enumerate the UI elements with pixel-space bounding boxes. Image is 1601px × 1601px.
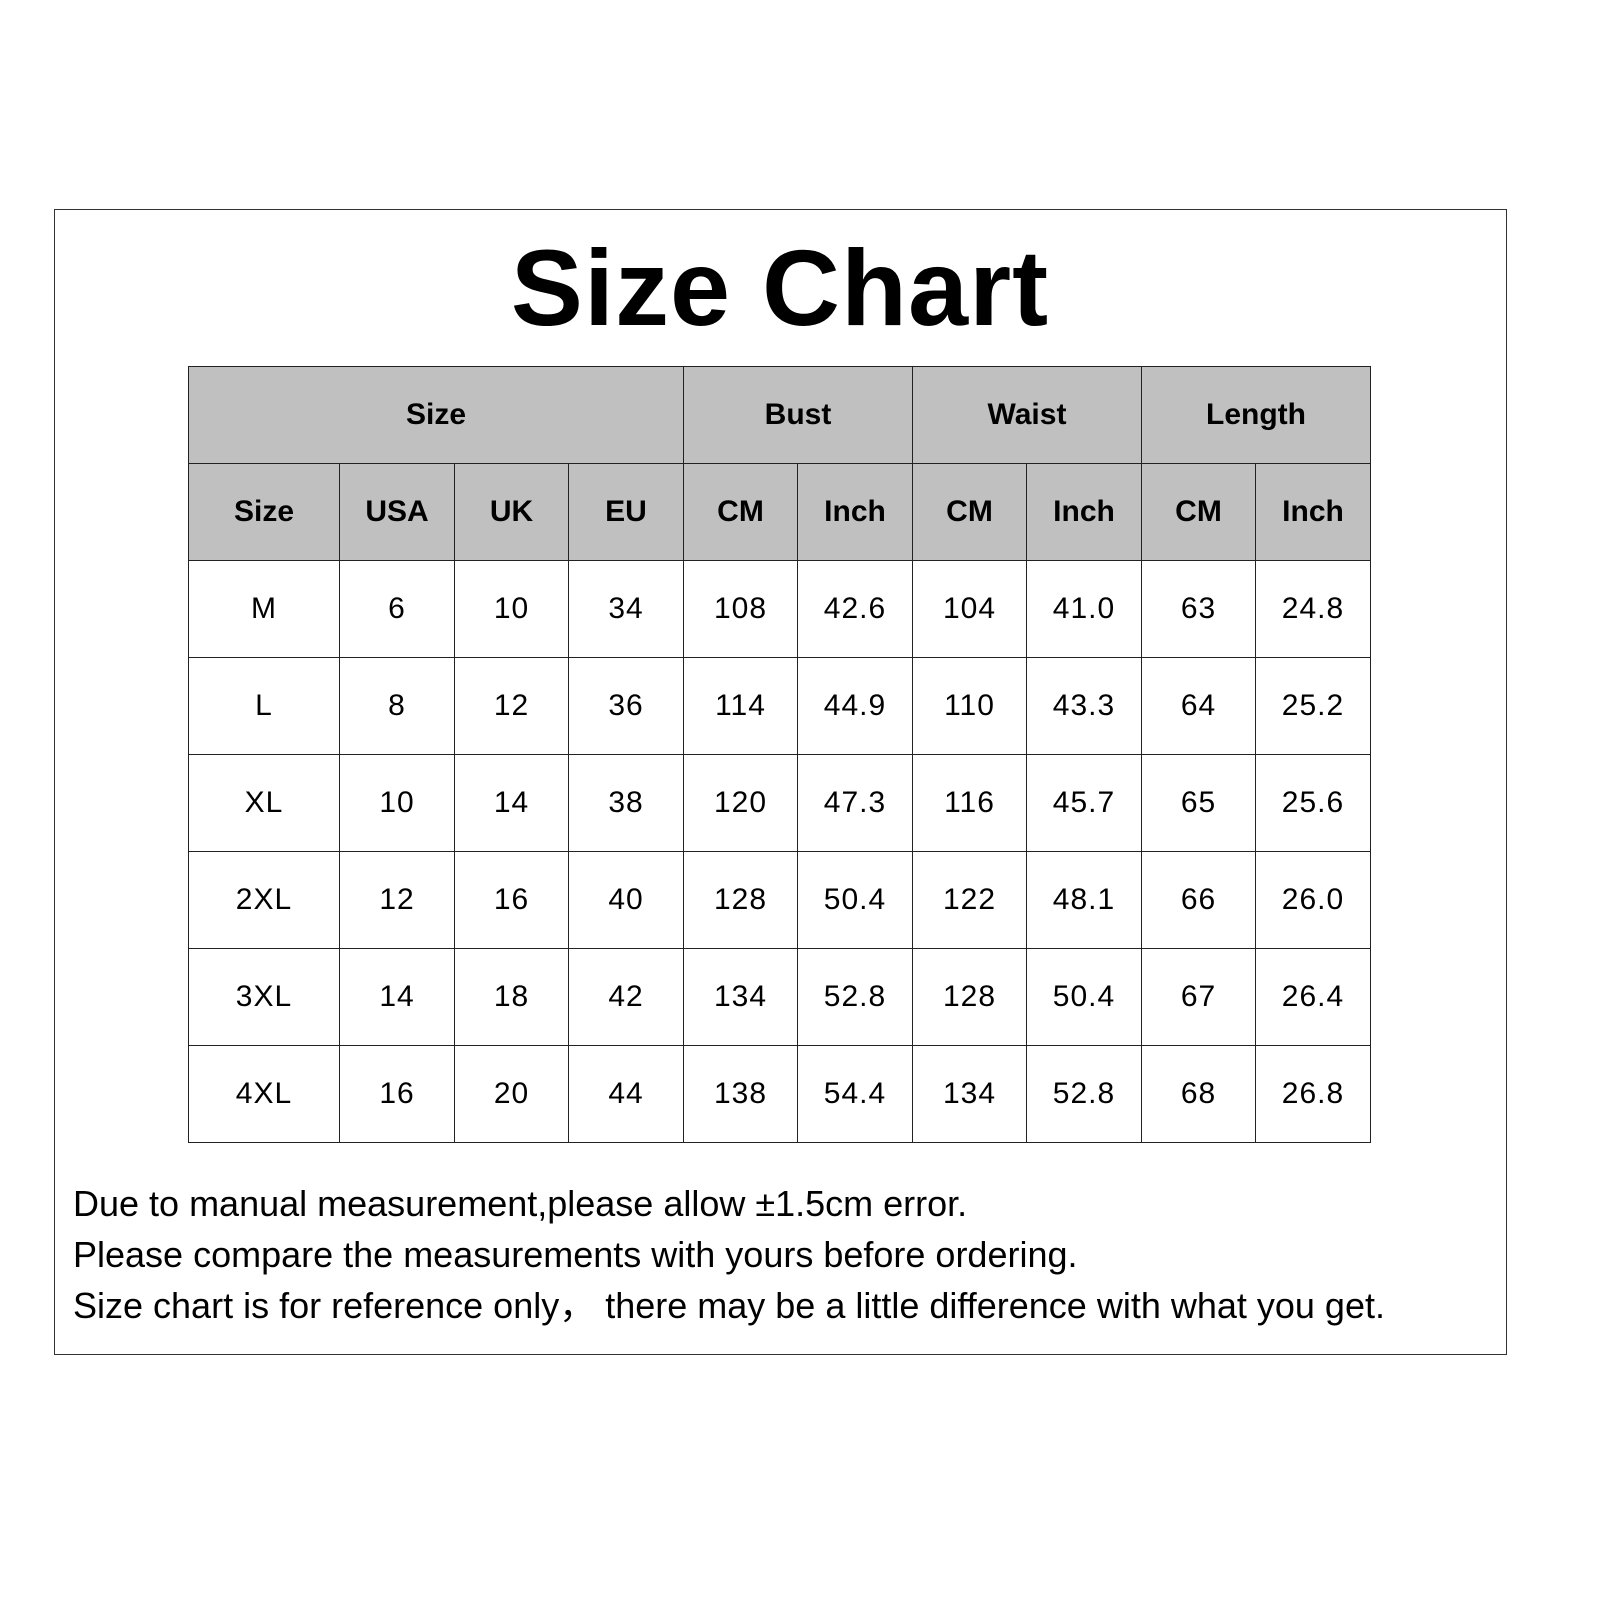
table-cell: 10 (339, 754, 455, 852)
page-title: Size Chart (510, 227, 1050, 348)
column-header: USA (339, 463, 455, 561)
table-cell: 44.9 (797, 657, 913, 755)
table-cell: 67 (1141, 948, 1256, 1046)
table-row: M 6 10 34 108 42.6 104 41.0 63 24.8 (188, 560, 1371, 658)
table-row: 3XL 14 18 42 134 52.8 128 50.4 67 26.4 (188, 948, 1371, 1046)
table-cell: 16 (339, 1045, 455, 1143)
size-table: Size Bust Waist Length Size USA UK EU CM Inch… (188, 366, 1371, 1143)
table-cell: 54.4 (797, 1045, 913, 1143)
table-body: M 6 10 34 108 42.6 104 41.0 63 24.8 L 8 12 36 114 44.9 1… (188, 560, 1371, 1143)
group-header-length: Length (1141, 366, 1371, 464)
table-cell: 138 (683, 1045, 798, 1143)
table-cell: 18 (454, 948, 569, 1046)
table-cell: 2XL (188, 851, 340, 949)
column-header: CM (912, 463, 1027, 561)
table-cell: 122 (912, 851, 1027, 949)
group-header-waist: Waist (912, 366, 1142, 464)
table-cell: 52.8 (797, 948, 913, 1046)
table-cell: 14 (339, 948, 455, 1046)
table-cell: 42 (568, 948, 684, 1046)
table-row: XL 10 14 38 120 47.3 116 45.7 65 25.6 (188, 754, 1371, 852)
table-cell: 63 (1141, 560, 1256, 658)
notes: Due to manual measurement,please allow ±… (73, 1178, 1385, 1331)
table-cell: 20 (454, 1045, 569, 1143)
sub-header-row: Size USA UK EU CM Inch CM Inch CM Inch (188, 463, 1371, 561)
table-cell: XL (188, 754, 340, 852)
table-cell: 104 (912, 560, 1027, 658)
table-cell: M (188, 560, 340, 658)
table-cell: 14 (454, 754, 569, 852)
column-header: Inch (1255, 463, 1371, 561)
table-cell: 116 (912, 754, 1027, 852)
table-cell: 134 (912, 1045, 1027, 1143)
table-cell: 50.4 (1026, 948, 1142, 1046)
table-cell: 128 (912, 948, 1027, 1046)
note-line: Size chart is for reference only， there … (73, 1285, 1385, 1326)
group-header-row: Size Bust Waist Length (188, 366, 1371, 464)
table-row: 2XL 12 16 40 128 50.4 122 48.1 66 26.0 (188, 851, 1371, 949)
table-cell: 134 (683, 948, 798, 1046)
column-header: Size (188, 463, 340, 561)
table-cell: 68 (1141, 1045, 1256, 1143)
table-cell: 26.8 (1255, 1045, 1371, 1143)
column-header: CM (1141, 463, 1256, 561)
table-cell: 12 (339, 851, 455, 949)
table-cell: 34 (568, 560, 684, 658)
table-cell: 8 (339, 657, 455, 755)
table-cell: 16 (454, 851, 569, 949)
table-cell: 108 (683, 560, 798, 658)
table-cell: 10 (454, 560, 569, 658)
table-cell: 42.6 (797, 560, 913, 658)
table-cell: 64 (1141, 657, 1256, 755)
table-cell: 26.0 (1255, 851, 1371, 949)
table-cell: 65 (1141, 754, 1256, 852)
column-header: UK (454, 463, 569, 561)
table-cell: 24.8 (1255, 560, 1371, 658)
column-header: EU (568, 463, 684, 561)
table-cell: 38 (568, 754, 684, 852)
table-row: L 8 12 36 114 44.9 110 43.3 64 25.2 (188, 657, 1371, 755)
table-cell: 26.4 (1255, 948, 1371, 1046)
table-cell: 66 (1141, 851, 1256, 949)
table-cell: 120 (683, 754, 798, 852)
table-cell: 50.4 (797, 851, 913, 949)
table-row: 4XL 16 20 44 138 54.4 134 52.8 68 26.8 (188, 1045, 1371, 1143)
table-cell: 6 (339, 560, 455, 658)
table-cell: 4XL (188, 1045, 340, 1143)
table-cell: 3XL (188, 948, 340, 1046)
group-header-size: Size (188, 366, 684, 464)
table-cell: 25.2 (1255, 657, 1371, 755)
table-cell: 128 (683, 851, 798, 949)
table-cell: 44 (568, 1045, 684, 1143)
table-cell: 36 (568, 657, 684, 755)
table-cell: 41.0 (1026, 560, 1142, 658)
table-cell: 110 (912, 657, 1027, 755)
column-header: CM (683, 463, 798, 561)
note-line: Please compare the measurements with you… (73, 1234, 1078, 1275)
table-cell: 114 (683, 657, 798, 755)
column-header: Inch (797, 463, 913, 561)
table-cell: 48.1 (1026, 851, 1142, 949)
column-header: Inch (1026, 463, 1142, 561)
table-cell: 52.8 (1026, 1045, 1142, 1143)
table-cell: 40 (568, 851, 684, 949)
group-header-bust: Bust (683, 366, 913, 464)
table-cell: L (188, 657, 340, 755)
note-line: Due to manual measurement,please allow ±… (73, 1183, 968, 1224)
table-cell: 47.3 (797, 754, 913, 852)
table-cell: 43.3 (1026, 657, 1142, 755)
table-cell: 12 (454, 657, 569, 755)
chart-frame (54, 209, 1507, 1355)
table-cell: 25.6 (1255, 754, 1371, 852)
table-cell: 45.7 (1026, 754, 1142, 852)
